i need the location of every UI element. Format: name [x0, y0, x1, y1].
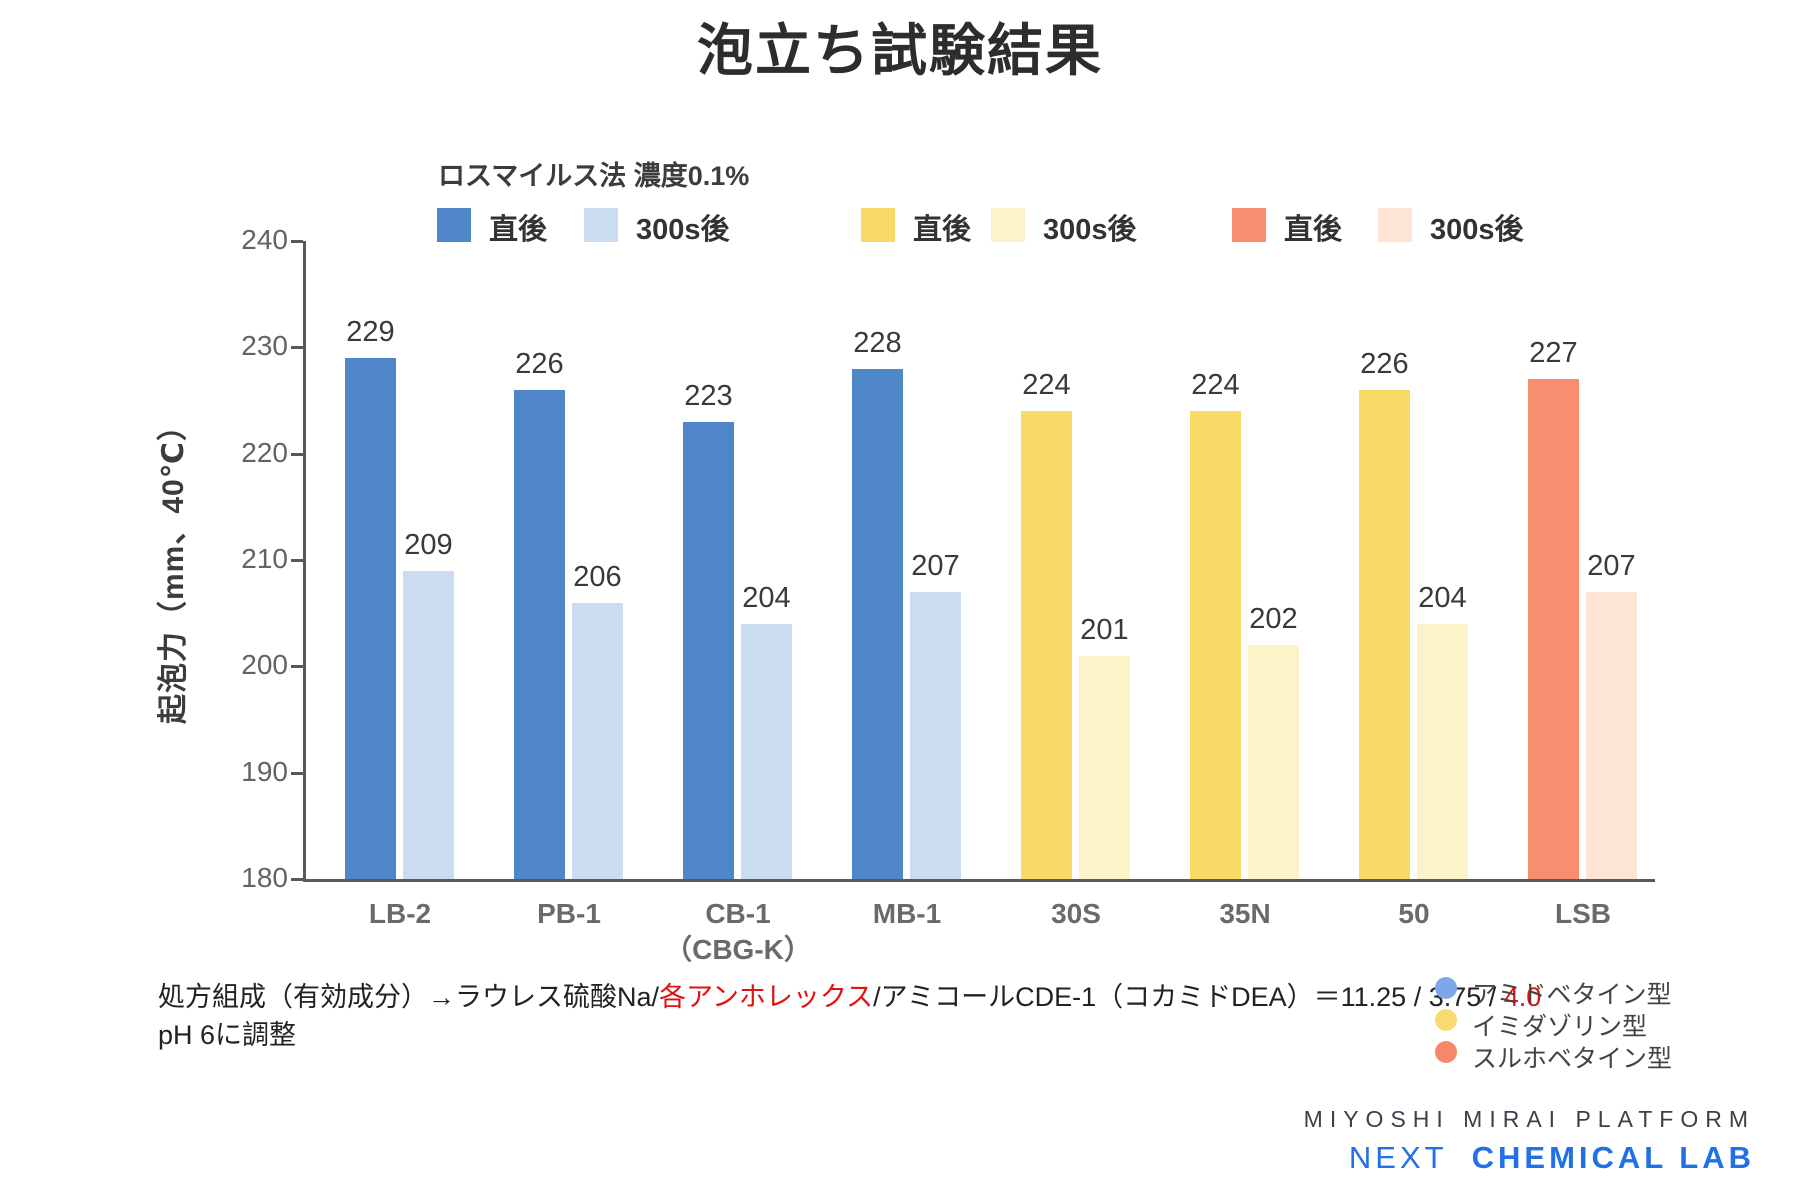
bar-immediate: [852, 368, 903, 879]
x-tick-label: 30S: [1051, 898, 1101, 929]
bar-after-300s: [1417, 623, 1468, 879]
y-axis-title: 起泡力（mm、40℃）: [157, 409, 190, 725]
bar-value-label: 223: [684, 379, 733, 412]
bar-immediate: [1528, 379, 1579, 879]
bar-immediate: [514, 389, 565, 879]
legend-label: 直後: [489, 214, 548, 246]
bar-value-label: 201: [1080, 613, 1129, 646]
y-tick-mark: [291, 452, 303, 456]
bar-value-label: 224: [1191, 369, 1240, 402]
type-legend-label: アミドベタイン型: [1472, 981, 1672, 1009]
logo-next-text: NEXT: [1348, 1140, 1447, 1175]
chart-subtitle: ロスマイルス法 濃度0.1%: [438, 161, 750, 191]
bar-value-label: 206: [573, 560, 622, 593]
x-tick-label: 50: [1398, 898, 1430, 929]
bar-value-label: 207: [911, 549, 960, 582]
logo-chemical-lab-text: CHEMICAL LAB: [1471, 1140, 1755, 1175]
legend-label: 直後: [1284, 214, 1343, 246]
legend-swatch: [437, 208, 471, 242]
logo-platform-text: MIYOSHI MIRAI PLATFORM: [1303, 1106, 1755, 1132]
type-legend-dot: [1435, 1009, 1457, 1031]
footnote: 処方組成（有効成分）→ラウレス硫酸Na/各アンホレックス/アミコールCDE-1（…: [158, 978, 1541, 1054]
bar-value-label: 209: [404, 528, 453, 561]
y-tick-mark: [291, 559, 303, 562]
x-tick-label: LB-2: [368, 898, 432, 929]
bar-after-300s: [1248, 645, 1299, 879]
y-tick-label: 240: [241, 224, 288, 255]
legend-label: 300s後: [1043, 214, 1137, 246]
y-tick-mark: [291, 878, 303, 881]
bar-value-label: 207: [1587, 549, 1636, 582]
x-tick-label: 35N: [1219, 898, 1271, 929]
type-legend-label: イミダゾリン型: [1472, 1013, 1648, 1041]
bar-value-label: 224: [1022, 369, 1071, 402]
legend-label: 300s後: [636, 214, 730, 246]
footnote-part: 各アンホレックス: [659, 982, 874, 1012]
legend-label: 直後: [913, 214, 972, 246]
y-tick-label: 220: [241, 436, 288, 468]
bar-immediate: [1190, 411, 1241, 879]
type-legend-dot: [1435, 977, 1457, 999]
footnote-part: 処方組成（有効成分）→ラウレス硫酸Na/: [158, 982, 660, 1012]
bar-value-label: 227: [1529, 337, 1578, 370]
bar-after-300s: [1586, 591, 1637, 879]
bar-after-300s: [572, 602, 623, 879]
bar-after-300s: [741, 623, 792, 879]
bar-value-label: 226: [515, 347, 564, 380]
logo-brand-text: NEXT CHEMICAL LAB: [1100, 1140, 1755, 1176]
y-tick-label: 200: [241, 649, 288, 681]
bar-value-label: 204: [1418, 581, 1467, 614]
bar-after-300s: [910, 591, 961, 879]
x-tick-label: PB-1: [537, 898, 601, 929]
x-tick-label: CB-1 （CBG-K）: [664, 898, 812, 965]
bar-value-label: 226: [1360, 347, 1409, 380]
footnote-line1: 処方組成（有効成分）→ラウレス硫酸Na/各アンホレックス/アミコールCDE-1（…: [158, 978, 1541, 1016]
y-tick-label: 230: [241, 330, 288, 362]
footnote-part: 4.0: [1503, 982, 1542, 1012]
type-legend-label: スルホベタイン型: [1472, 1045, 1673, 1073]
legend-swatch: [584, 208, 618, 242]
footnote-line2: pH 6に調整: [158, 1020, 297, 1050]
type-legend-dot: [1435, 1041, 1457, 1063]
bar-immediate: [683, 421, 734, 879]
bar-value-label: 229: [346, 315, 395, 348]
bar-value-label: 204: [742, 581, 791, 614]
bar-immediate: [1021, 411, 1072, 879]
bar-value-label: 228: [853, 326, 902, 359]
bar-value-label: 202: [1249, 603, 1298, 636]
x-axis-line: [303, 879, 1655, 882]
bar-immediate: [345, 357, 396, 879]
y-tick-mark: [291, 240, 303, 243]
y-tick-mark: [291, 346, 303, 350]
legend-label: 300s後: [1430, 214, 1524, 246]
y-axis-line: [303, 241, 306, 882]
page-title: 泡立ち試験結果: [697, 19, 1103, 82]
bar-after-300s: [403, 570, 454, 879]
legend-swatch: [861, 208, 895, 242]
x-tick-label: MB-1: [872, 898, 942, 929]
x-tick-label: LSB: [1555, 898, 1611, 929]
y-tick-label: 190: [241, 755, 288, 787]
bar-after-300s: [1079, 655, 1130, 879]
logo: MIYOSHI MIRAI PLATFORM NEXT CHEMICAL LAB: [1100, 1106, 1780, 1176]
y-tick-mark: [291, 665, 303, 669]
footnote-part: /アミコールCDE-1（コカミドDEA）＝11.25 / 3.75 /: [873, 982, 1504, 1012]
legend-swatch: [1232, 208, 1266, 242]
legend-swatch: [991, 208, 1025, 242]
y-tick-mark: [291, 771, 303, 775]
y-tick-label: 180: [241, 862, 288, 893]
legend-swatch: [1378, 208, 1412, 242]
bar-immediate: [1359, 389, 1410, 879]
y-tick-label: 210: [241, 543, 288, 574]
